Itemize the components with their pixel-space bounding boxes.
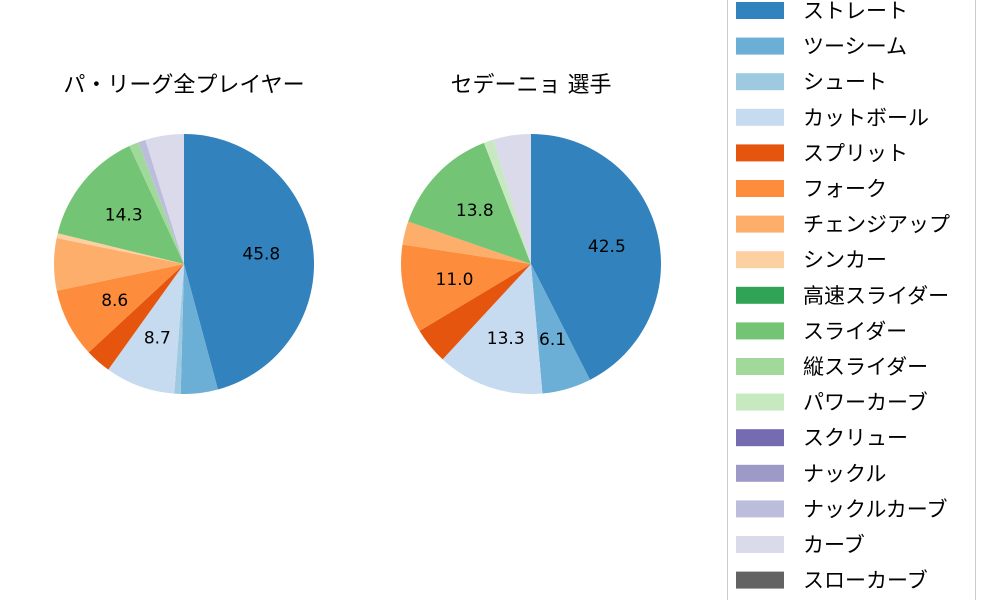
- legend-swatch: [736, 251, 784, 269]
- slice-data-label: 13.3: [487, 329, 525, 349]
- legend-swatch: [736, 464, 784, 482]
- legend-swatch: [736, 536, 784, 553]
- legend-label: シンカー: [803, 248, 887, 272]
- legend-swatch: [736, 322, 784, 340]
- pie-slice: [56, 233, 185, 264]
- legend-label: カーブ: [803, 533, 865, 557]
- legend-swatch: [736, 180, 784, 197]
- legend-label: ナックルカーブ: [803, 497, 947, 521]
- legend-swatch: [736, 73, 784, 91]
- legend: ストレートツーシームシュートカットボールスプリットフォークチェンジアップシンカー…: [727, 0, 976, 600]
- pie-slice: [88, 264, 184, 370]
- legend-swatch: [736, 393, 784, 411]
- pie-slice: [129, 142, 184, 264]
- legend-swatch: [736, 144, 784, 162]
- pie-slice: [145, 134, 184, 264]
- slice-data-label: 8.6: [101, 291, 128, 311]
- legend-label: 縦スライダー: [803, 355, 928, 379]
- pie-slice: [401, 244, 531, 331]
- pie-slice: [174, 264, 184, 394]
- legend-label: 高速スライダー: [803, 284, 949, 308]
- pie-league: 45.8 8.7 8.6 14.3: [53, 134, 315, 395]
- pie-slice: [531, 134, 661, 380]
- legend-label: スライダー: [803, 319, 907, 343]
- legend-swatch: [736, 37, 784, 55]
- chart-title-league: パ・リーグ全プレイヤー: [63, 73, 304, 98]
- legend-label: ストレート: [803, 0, 908, 23]
- pie-slice: [483, 139, 531, 264]
- slice-data-label: 42.5: [588, 237, 626, 257]
- slice-data-label: 6.1: [539, 330, 566, 350]
- legend-label: スクリュー: [803, 426, 908, 450]
- legend-frame: [727, 0, 976, 600]
- pie-slice: [419, 264, 531, 360]
- pie-slice: [184, 134, 315, 390]
- legend-label: シュート: [803, 70, 887, 94]
- legend-label: ツーシーム: [803, 35, 907, 59]
- legend-swatch: [736, 358, 784, 375]
- slice-data-label: 14.3: [105, 205, 143, 225]
- legend-label: パワーカーブ: [803, 391, 928, 415]
- pie-slice: [180, 264, 218, 395]
- pie-slice: [408, 142, 531, 264]
- pie-slice: [402, 221, 531, 264]
- legend-label: スプリット: [803, 141, 908, 165]
- legend-label: ナックル: [803, 462, 886, 486]
- slice-data-label: 8.7: [144, 328, 171, 348]
- pie-slice: [442, 264, 543, 395]
- pie-slice: [53, 238, 185, 291]
- pie-player: 42.5 6.1 13.3 11.0 13.8: [401, 134, 661, 395]
- legend-swatch: [736, 108, 784, 126]
- legend-swatch: [736, 2, 784, 19]
- slice-data-label: 11.0: [436, 270, 474, 290]
- pie-slice: [493, 134, 531, 264]
- legend-swatch: [736, 286, 784, 304]
- legend-label: チェンジアップ: [803, 213, 950, 237]
- legend-swatch: [736, 215, 784, 233]
- slice-data-label: 13.8: [456, 201, 494, 221]
- pie-slice: [56, 264, 184, 353]
- pie-slice: [57, 146, 184, 264]
- legend-label: カットボール: [803, 106, 929, 130]
- chart-title-player: セデーニョ 選手: [451, 73, 612, 98]
- legend-label: スローカーブ: [803, 569, 928, 593]
- legend-swatch: [736, 429, 784, 447]
- legend-swatch: [736, 500, 784, 518]
- pie-slice: [138, 139, 184, 264]
- pie-slice: [108, 264, 184, 394]
- legend-label: フォーク: [803, 177, 887, 201]
- slice-data-label: 45.8: [242, 245, 280, 265]
- legend-swatch: [736, 571, 784, 589]
- pie-slice: [531, 264, 591, 394]
